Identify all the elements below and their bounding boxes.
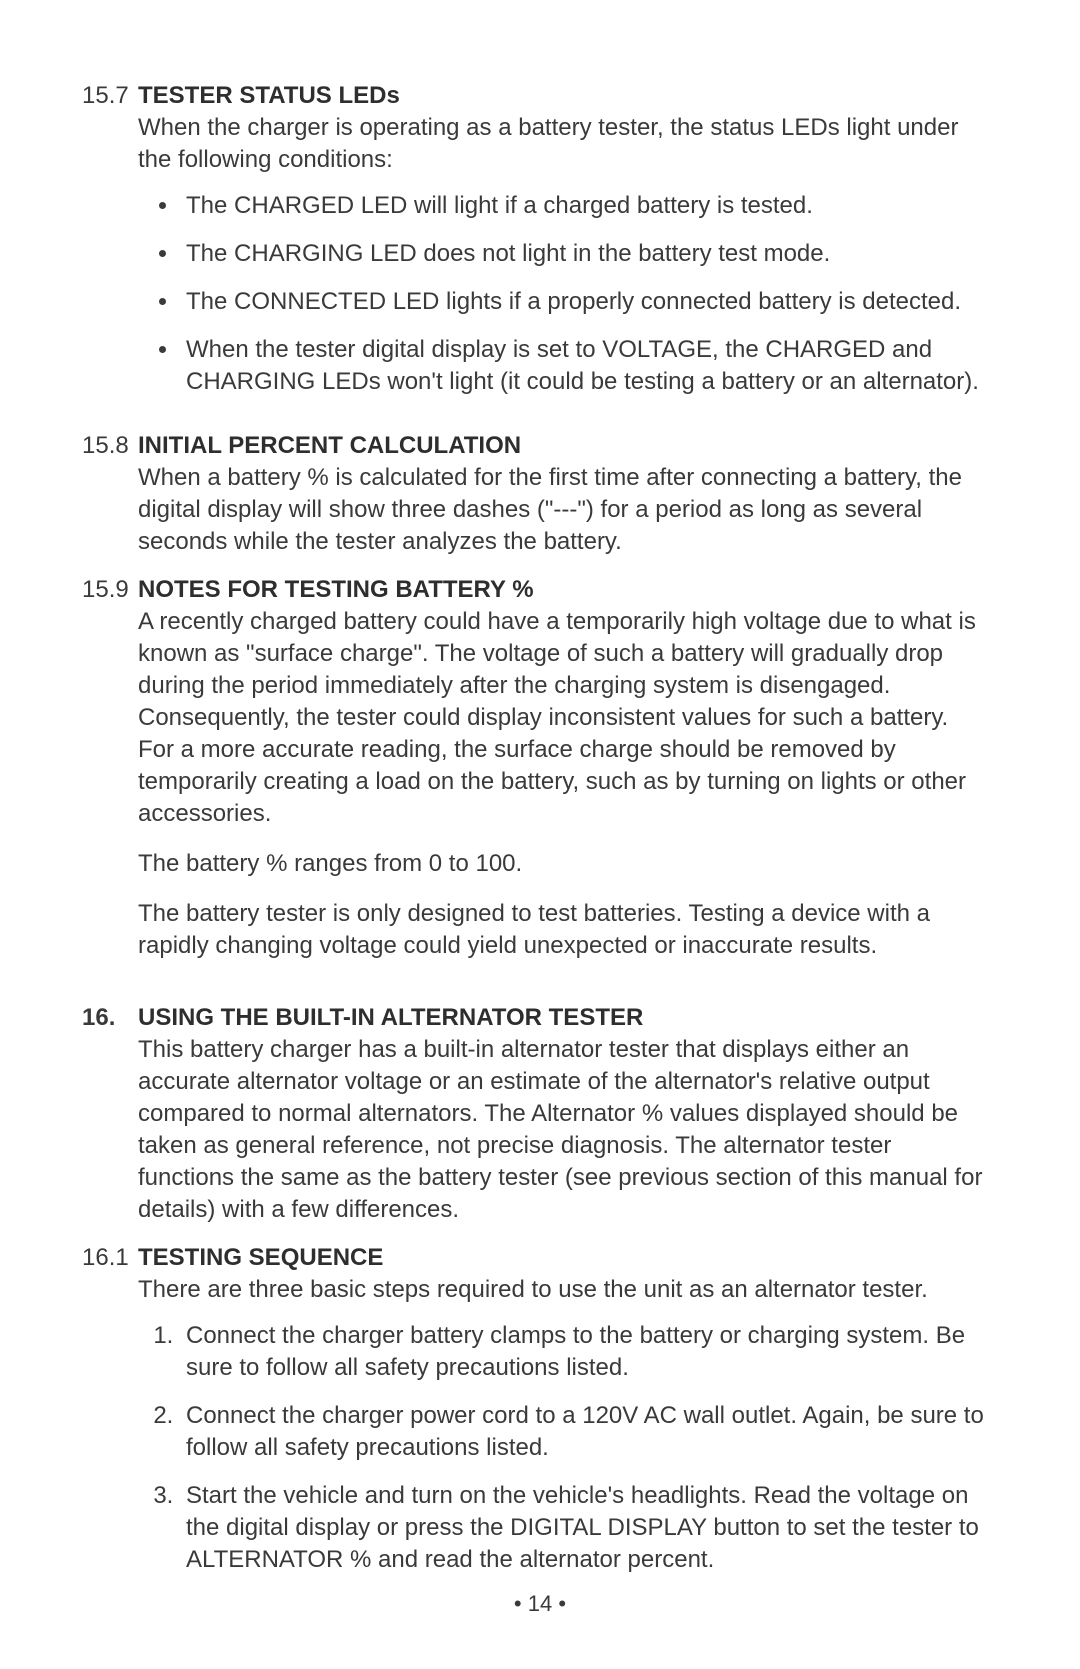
section-title: INITIAL PERCENT CALCULATION: [138, 432, 521, 459]
bullet-list: The CHARGED LED will light if a charged …: [138, 190, 988, 398]
list-item: The CHARGED LED will light if a charged …: [180, 190, 988, 222]
section-paragraph: The battery tester is only designed to t…: [138, 898, 988, 962]
section-number: 15.7: [82, 80, 138, 112]
section-body: TESTER STATUS LEDs When the charger is o…: [138, 80, 988, 414]
section-15-7: 15.7 TESTER STATUS LEDs When the charger…: [82, 80, 996, 414]
list-item: Connect the charger battery clamps to th…: [180, 1320, 988, 1384]
section-15-9: 15.9 NOTES FOR TESTING BATTERY % A recen…: [82, 574, 996, 962]
section-intro: When the charger is operating as a batte…: [138, 112, 988, 176]
list-item: The CHARGING LED does not light in the b…: [180, 238, 988, 270]
section-number: 16.1: [82, 1242, 138, 1274]
section-title: USING THE BUILT-IN ALTERNATOR TESTER: [138, 1004, 643, 1031]
list-item: Start the vehicle and turn on the vehicl…: [180, 1480, 988, 1576]
section-body: NOTES FOR TESTING BATTERY % A recently c…: [138, 574, 988, 962]
section-number: 15.9: [82, 574, 138, 606]
section-body: INITIAL PERCENT CALCULATION When a batte…: [138, 430, 988, 558]
numbered-list: Connect the charger battery clamps to th…: [138, 1320, 988, 1576]
list-item: When the tester digital display is set t…: [180, 334, 988, 398]
footer-dot-right: •: [552, 1591, 566, 1616]
section-paragraph: The battery % ranges from 0 to 100.: [138, 848, 988, 880]
section-number: 16.: [82, 1002, 138, 1034]
list-item: The CONNECTED LED lights if a properly c…: [180, 286, 988, 318]
section-body: TESTING SEQUENCE There are three basic s…: [138, 1242, 988, 1592]
section-16: 16. USING THE BUILT-IN ALTERNATOR TESTER…: [82, 1002, 996, 1226]
footer-dot-left: •: [514, 1591, 528, 1616]
page-number: 14: [528, 1591, 552, 1616]
page-footer: • 14 •: [0, 1591, 1080, 1617]
section-title: TESTER STATUS LEDs: [138, 82, 400, 109]
section-16-1: 16.1 TESTING SEQUENCE There are three ba…: [82, 1242, 996, 1592]
list-item: Connect the charger power cord to a 120V…: [180, 1400, 988, 1464]
section-15-8: 15.8 INITIAL PERCENT CALCULATION When a …: [82, 430, 996, 558]
manual-page: 15.7 TESTER STATUS LEDs When the charger…: [82, 80, 996, 1608]
section-paragraph: A recently charged battery could have a …: [138, 606, 988, 830]
section-paragraph: When a battery % is calculated for the f…: [138, 462, 988, 558]
section-title: TESTING SEQUENCE: [138, 1244, 383, 1271]
section-title: NOTES FOR TESTING BATTERY %: [138, 576, 534, 603]
section-paragraph: This battery charger has a built-in alte…: [138, 1034, 988, 1226]
section-number: 15.8: [82, 430, 138, 462]
section-intro: There are three basic steps required to …: [138, 1274, 988, 1306]
section-body: USING THE BUILT-IN ALTERNATOR TESTER Thi…: [138, 1002, 988, 1226]
